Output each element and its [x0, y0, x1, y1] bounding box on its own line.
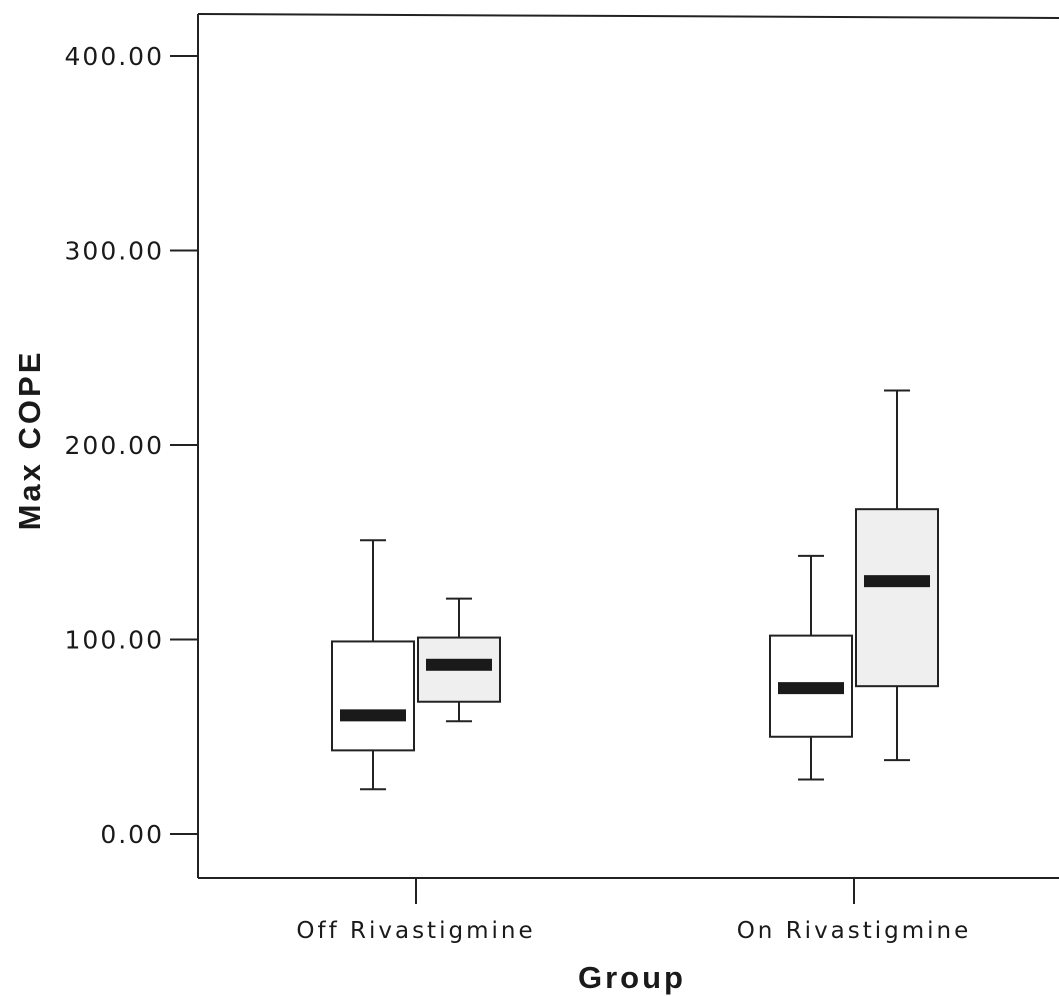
y-tick-label: 0.00 — [100, 820, 164, 849]
box-group — [769, 554, 853, 781]
y-tick-label: 100.00 — [65, 626, 164, 655]
x-tick-label: Off Rivastigmine — [296, 918, 535, 944]
x-axis-title: Group — [578, 960, 686, 995]
median-bar — [778, 682, 844, 695]
median-bar — [864, 575, 930, 588]
y-tick-label: 200.00 — [65, 431, 164, 460]
box-group — [855, 389, 939, 762]
iqr-box — [331, 640, 415, 752]
x-tick-label: On Rivastigmine — [737, 918, 972, 944]
median-bar — [340, 709, 406, 722]
box-group — [331, 539, 415, 791]
frame-top-line — [197, 13, 1059, 19]
box-group — [417, 597, 501, 723]
median-bar — [426, 658, 492, 671]
y-tick-label: 400.00 — [65, 42, 164, 71]
y-axis-title: Max COPE — [12, 350, 47, 531]
plot-frame — [197, 13, 1059, 879]
x-axis: Off Rivastigmine On Rivastigmine — [296, 878, 972, 944]
boxes-layer — [331, 389, 939, 791]
y-axis: 0.00 100.00 200.00 300.00 400.00 — [65, 42, 198, 849]
y-tick-label: 300.00 — [65, 237, 164, 266]
iqr-box — [855, 508, 939, 688]
